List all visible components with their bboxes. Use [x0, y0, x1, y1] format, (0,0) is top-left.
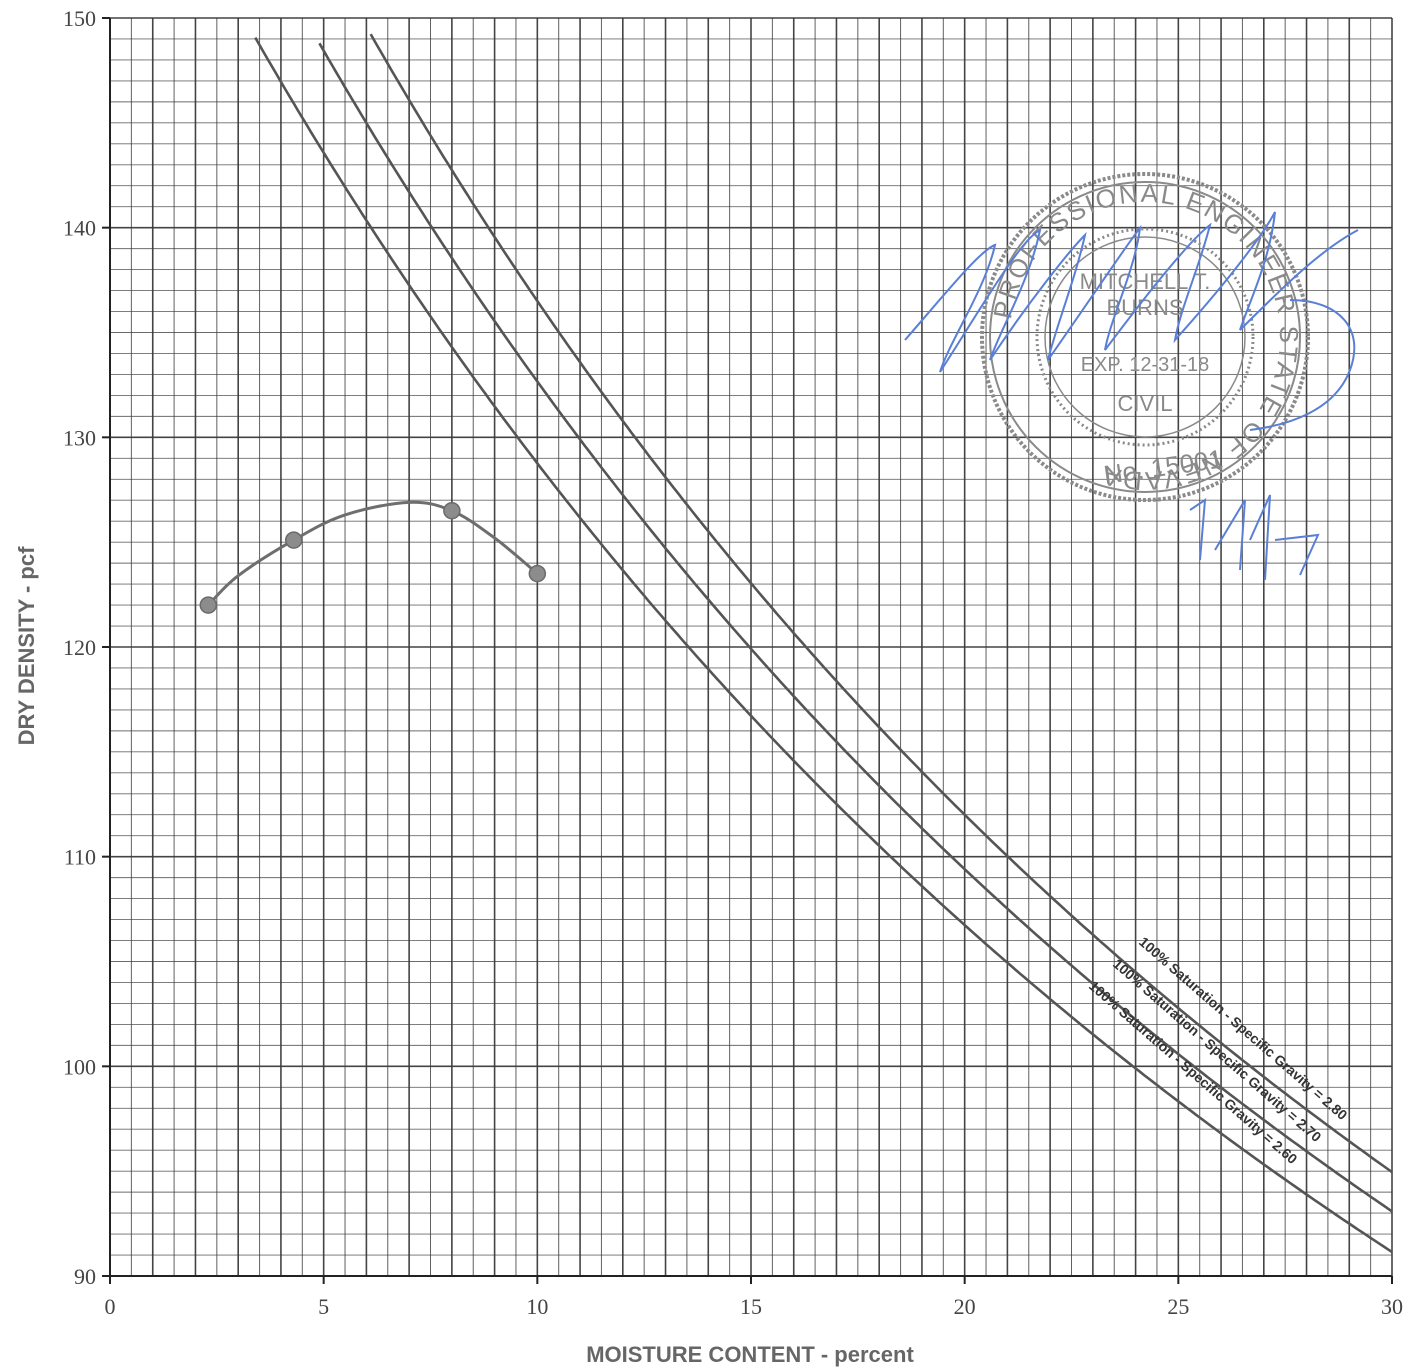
stamp-discipline: CIVIL	[1117, 391, 1172, 416]
saturation-line-26	[254, 36, 1393, 1254]
compaction-curve-layer	[199, 500, 547, 614]
y-tick-label: 110	[64, 845, 96, 870]
x-tick-label: 20	[954, 1294, 976, 1319]
y-tick-labels: 90 100 110 120 130 140 150	[63, 6, 110, 1289]
sat-label-260: 100% Saturation - Specific Gravity = 2.6…	[1086, 977, 1301, 1167]
sat-label-270: 100% Saturation - Specific Gravity = 2.7…	[1110, 955, 1325, 1145]
engineer-stamp: PROFESSIONAL ENGINEER STATE OF NEVADA MI…	[980, 172, 1310, 502]
y-tick-label: 100	[63, 1054, 96, 1079]
compaction-curve	[207, 500, 539, 607]
compaction-data-point	[443, 501, 461, 520]
y-tick-label: 140	[63, 216, 96, 241]
saturation-lines	[254, 33, 1393, 1254]
y-tick-label: 150	[63, 6, 96, 31]
saturation-line-27	[318, 42, 1393, 1213]
signature-scribble	[904, 211, 1359, 581]
saturation-line-28	[369, 33, 1393, 1174]
svg-text:PROFESSIONAL ENGINEER STATE OF: PROFESSIONAL ENGINEER STATE OF NEVADA	[987, 178, 1304, 497]
y-tick-label: 120	[63, 635, 96, 660]
x-tick-label: 0	[105, 1294, 116, 1319]
stamp-ring-text: PROFESSIONAL ENGINEER STATE OF NEVADA	[987, 178, 1302, 497]
stamp-number: No. 15001	[1102, 444, 1225, 490]
x-tick-label: 30	[1381, 1294, 1403, 1319]
x-tick-label: 15	[740, 1294, 762, 1319]
y-axis-title: DRY DENSITY - pcf	[14, 546, 39, 746]
compaction-data-point	[285, 531, 303, 549]
stamp-expiry: EXP. 12-31-18	[1081, 354, 1210, 376]
x-tick-label: 25	[1167, 1294, 1189, 1319]
compaction-data-point	[199, 596, 218, 614]
x-tick-labels: 0 5 10 15 20 25 30	[105, 1276, 1403, 1319]
stamp-name-line1: MITCHELL T.	[1080, 269, 1211, 294]
y-tick-label: 90	[74, 1264, 96, 1289]
x-axis-title: MOISTURE CONTENT - percent	[586, 1342, 914, 1367]
x-tick-label: 5	[318, 1294, 329, 1319]
compaction-data-point	[528, 564, 547, 583]
y-tick-label: 130	[63, 425, 96, 450]
x-tick-label: 10	[526, 1294, 548, 1319]
signature-date: 2/1/17	[1204, 524, 1308, 569]
